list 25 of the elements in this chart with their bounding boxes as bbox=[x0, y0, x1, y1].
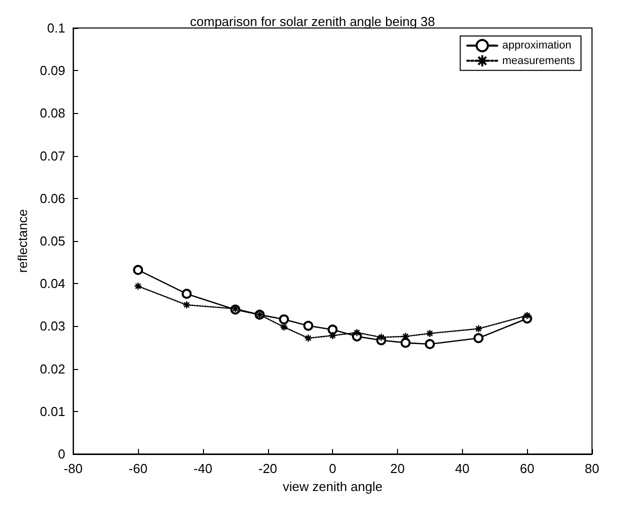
x-tick-label: -20 bbox=[258, 461, 278, 476]
x-tick-label: 80 bbox=[584, 461, 600, 476]
y-tick-label: 0.04 bbox=[40, 276, 66, 292]
x-tick-label: -60 bbox=[128, 461, 148, 476]
y-tick-label: 0.05 bbox=[40, 234, 66, 248]
legend-label: measurements bbox=[502, 54, 576, 67]
y-tick-label: 0.03 bbox=[40, 318, 66, 334]
y-tick-label: 0.06 bbox=[40, 190, 66, 206]
y-tick-label: 0.01 bbox=[40, 404, 66, 419]
y-tick-label: 0.09 bbox=[40, 63, 66, 78]
x-tick-label: 40 bbox=[455, 461, 470, 476]
y-axis-title: reflectance bbox=[15, 209, 30, 273]
x-tick-label: -80 bbox=[64, 461, 83, 476]
x-tick-label: 60 bbox=[520, 461, 534, 476]
y-tick-label: 0.07 bbox=[40, 148, 66, 164]
legend-label: approximation bbox=[502, 40, 572, 52]
y-tick-label: 0.1 bbox=[47, 20, 66, 36]
y-tick-label: 0.08 bbox=[40, 106, 66, 121]
x-tick-label: 0 bbox=[328, 461, 336, 476]
x-axis-title: view zenith angle bbox=[282, 478, 382, 494]
x-tick-label: 20 bbox=[390, 461, 405, 476]
chart-title: comparison for solar zenith angle being 38 bbox=[190, 14, 435, 29]
y-tick-label: 0.02 bbox=[40, 361, 66, 376]
x-tick-label: -40 bbox=[194, 461, 212, 476]
y-tick-label: 0 bbox=[58, 446, 66, 462]
